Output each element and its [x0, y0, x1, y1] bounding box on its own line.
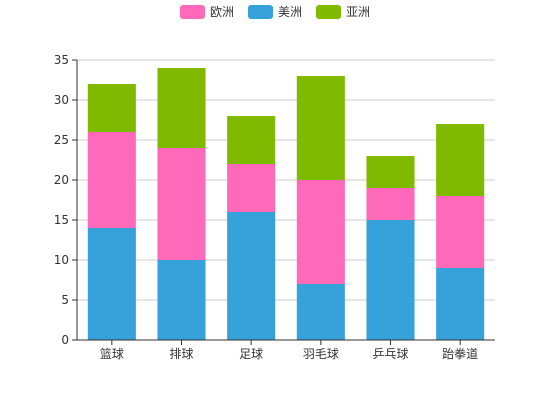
- legend-swatch: [248, 5, 273, 19]
- bar-segment[interactable]: [296, 180, 345, 284]
- y-tick-label: 5: [61, 293, 69, 307]
- x-tick-label: 跆拳道: [442, 346, 478, 361]
- bar-segment[interactable]: [227, 212, 276, 340]
- y-tick-label: 10: [54, 253, 69, 267]
- legend-label: 美洲: [278, 5, 302, 19]
- y-tick-label: 20: [54, 173, 69, 187]
- y-tick-label: 30: [54, 93, 69, 107]
- bar-segment[interactable]: [227, 116, 276, 164]
- bar-segment[interactable]: [227, 164, 276, 212]
- x-tick-label: 乒乓球: [372, 347, 408, 361]
- x-tick-label: 足球: [239, 347, 263, 361]
- y-tick-label: 0: [61, 333, 69, 347]
- bar-segment[interactable]: [436, 268, 485, 340]
- bar-segment[interactable]: [436, 196, 485, 268]
- bar-segment[interactable]: [87, 84, 136, 132]
- bar-segment[interactable]: [296, 284, 345, 340]
- y-tick-label: 35: [54, 53, 69, 67]
- bar-segment[interactable]: [87, 228, 136, 340]
- legend: 欧洲 美洲 亚洲: [180, 5, 370, 19]
- bar-segment[interactable]: [436, 124, 485, 196]
- legend-item[interactable]: 欧洲: [180, 5, 234, 19]
- legend-item[interactable]: 美洲: [248, 5, 302, 19]
- grid: [77, 59, 495, 301]
- bar-segment[interactable]: [366, 220, 415, 340]
- bar-segment[interactable]: [366, 156, 415, 188]
- bar-segment[interactable]: [157, 68, 206, 148]
- x-tick-label: 篮球: [100, 346, 124, 361]
- legend-label: 亚洲: [346, 5, 370, 19]
- axes: 0 5 10 15 20 25 30 35 篮球 排球 足球 羽毛球 乒乓球 跆拳道: [54, 53, 495, 361]
- legend-swatch: [180, 5, 205, 19]
- y-tick-label: 15: [54, 213, 69, 227]
- legend-label: 欧洲: [210, 5, 234, 19]
- bar-segment[interactable]: [366, 188, 415, 220]
- bars: [87, 68, 485, 340]
- bar-segment[interactable]: [87, 132, 136, 228]
- x-tick-label: 排球: [169, 347, 193, 361]
- x-tick-label: 羽毛球: [303, 347, 339, 361]
- y-tick-label: 25: [54, 133, 69, 147]
- bar-segment[interactable]: [157, 260, 206, 340]
- legend-item[interactable]: 亚洲: [316, 5, 370, 19]
- bar-segment[interactable]: [157, 148, 206, 260]
- bar-segment[interactable]: [296, 76, 345, 180]
- legend-swatch: [316, 5, 341, 19]
